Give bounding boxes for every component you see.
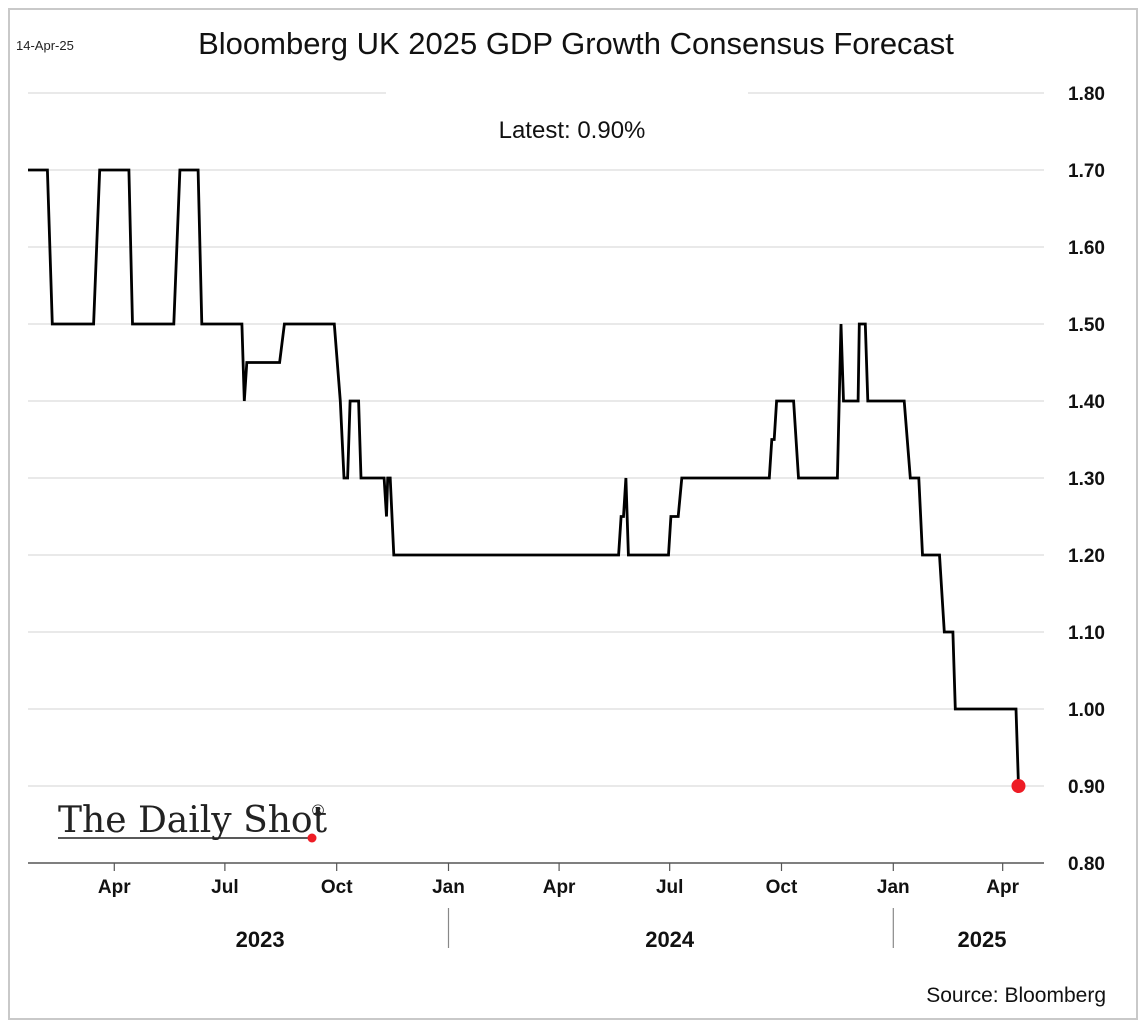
last-point-marker [1011,779,1026,793]
series-layer [28,168,1026,793]
y-tick-label: 0.90 [1068,777,1105,798]
x-tick-label: Apr [543,877,576,898]
source-note: Source: Bloomberg [926,984,1106,1007]
x-tick-label: Oct [321,877,353,898]
chart: 14-Apr-25 Bloomberg UK 2025 GDP Growth C… [16,26,1106,1007]
year-label: 2025 [958,927,1007,952]
date-stamp: 14-Apr-25 [16,38,74,53]
y-tick-label: 1.80 [1068,84,1105,105]
y-tick-label: 1.10 [1068,623,1105,644]
gridlines [28,85,1044,787]
axes: 0.80 0.90 1.00 1.10 1.20 1.30 1.40 1.50 1.60 1.70… [28,84,1105,952]
year-label: 2023 [236,927,285,952]
x-tick-label: Jul [656,877,683,898]
x-tick-label: Apr [98,877,131,898]
y-tick-label: 1.30 [1068,469,1105,490]
annotation-background [386,85,748,153]
y-tick-label: 1.00 [1068,700,1105,721]
y-tick-label: 1.20 [1068,546,1105,567]
y-tick-label: 0.80 [1068,854,1105,875]
logo-registered-mark: ® [310,801,326,820]
daily-shot-logo: The Daily Shot ® [58,800,328,843]
chart-frame: 14-Apr-25 Bloomberg UK 2025 GDP Growth C… [8,8,1138,1020]
x-tick-label: Jan [877,877,910,898]
x-tick-label: Jan [432,877,465,898]
y-tick-label: 1.40 [1068,392,1105,413]
year-label: 2024 [645,927,695,952]
logo-text: The Daily Shot [58,800,328,841]
x-tick-label: Oct [766,877,798,898]
logo-red-dot [307,833,317,843]
series-line [28,168,1020,787]
x-tick-label: Apr [986,877,1019,898]
y-tick-label: 1.70 [1068,161,1105,182]
y-tick-label: 1.60 [1068,238,1105,259]
chart-title: Bloomberg UK 2025 GDP Growth Consensus F… [198,26,954,61]
x-tick-label: Jul [211,877,238,898]
y-tick-label: 1.50 [1068,315,1105,336]
latest-value-annotation: Latest: 0.90% [499,117,646,144]
